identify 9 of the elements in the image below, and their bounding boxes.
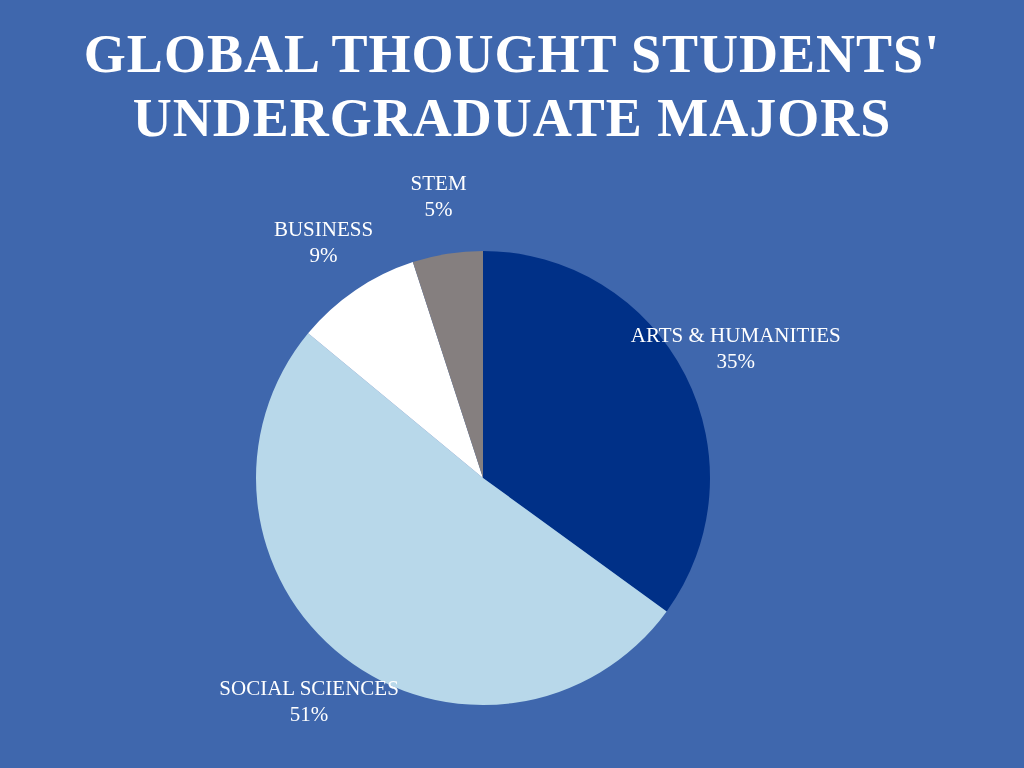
slice-label: STEM: [410, 171, 467, 196]
data-label: 9%: [309, 242, 338, 267]
slice-label: BUSINESS: [273, 216, 374, 241]
chart-title: GLOBAL THOUGHT STUDENTS' UNDERGRADUATE MAJORS: [82, 23, 942, 150]
data-label: 35%: [716, 348, 756, 373]
slice-label: SOCIAL SCIENCES: [219, 675, 399, 700]
slice-label: ARTS & HUMANITIES: [630, 322, 841, 347]
data-label: 51%: [289, 701, 329, 726]
data-label: 5%: [424, 197, 453, 222]
